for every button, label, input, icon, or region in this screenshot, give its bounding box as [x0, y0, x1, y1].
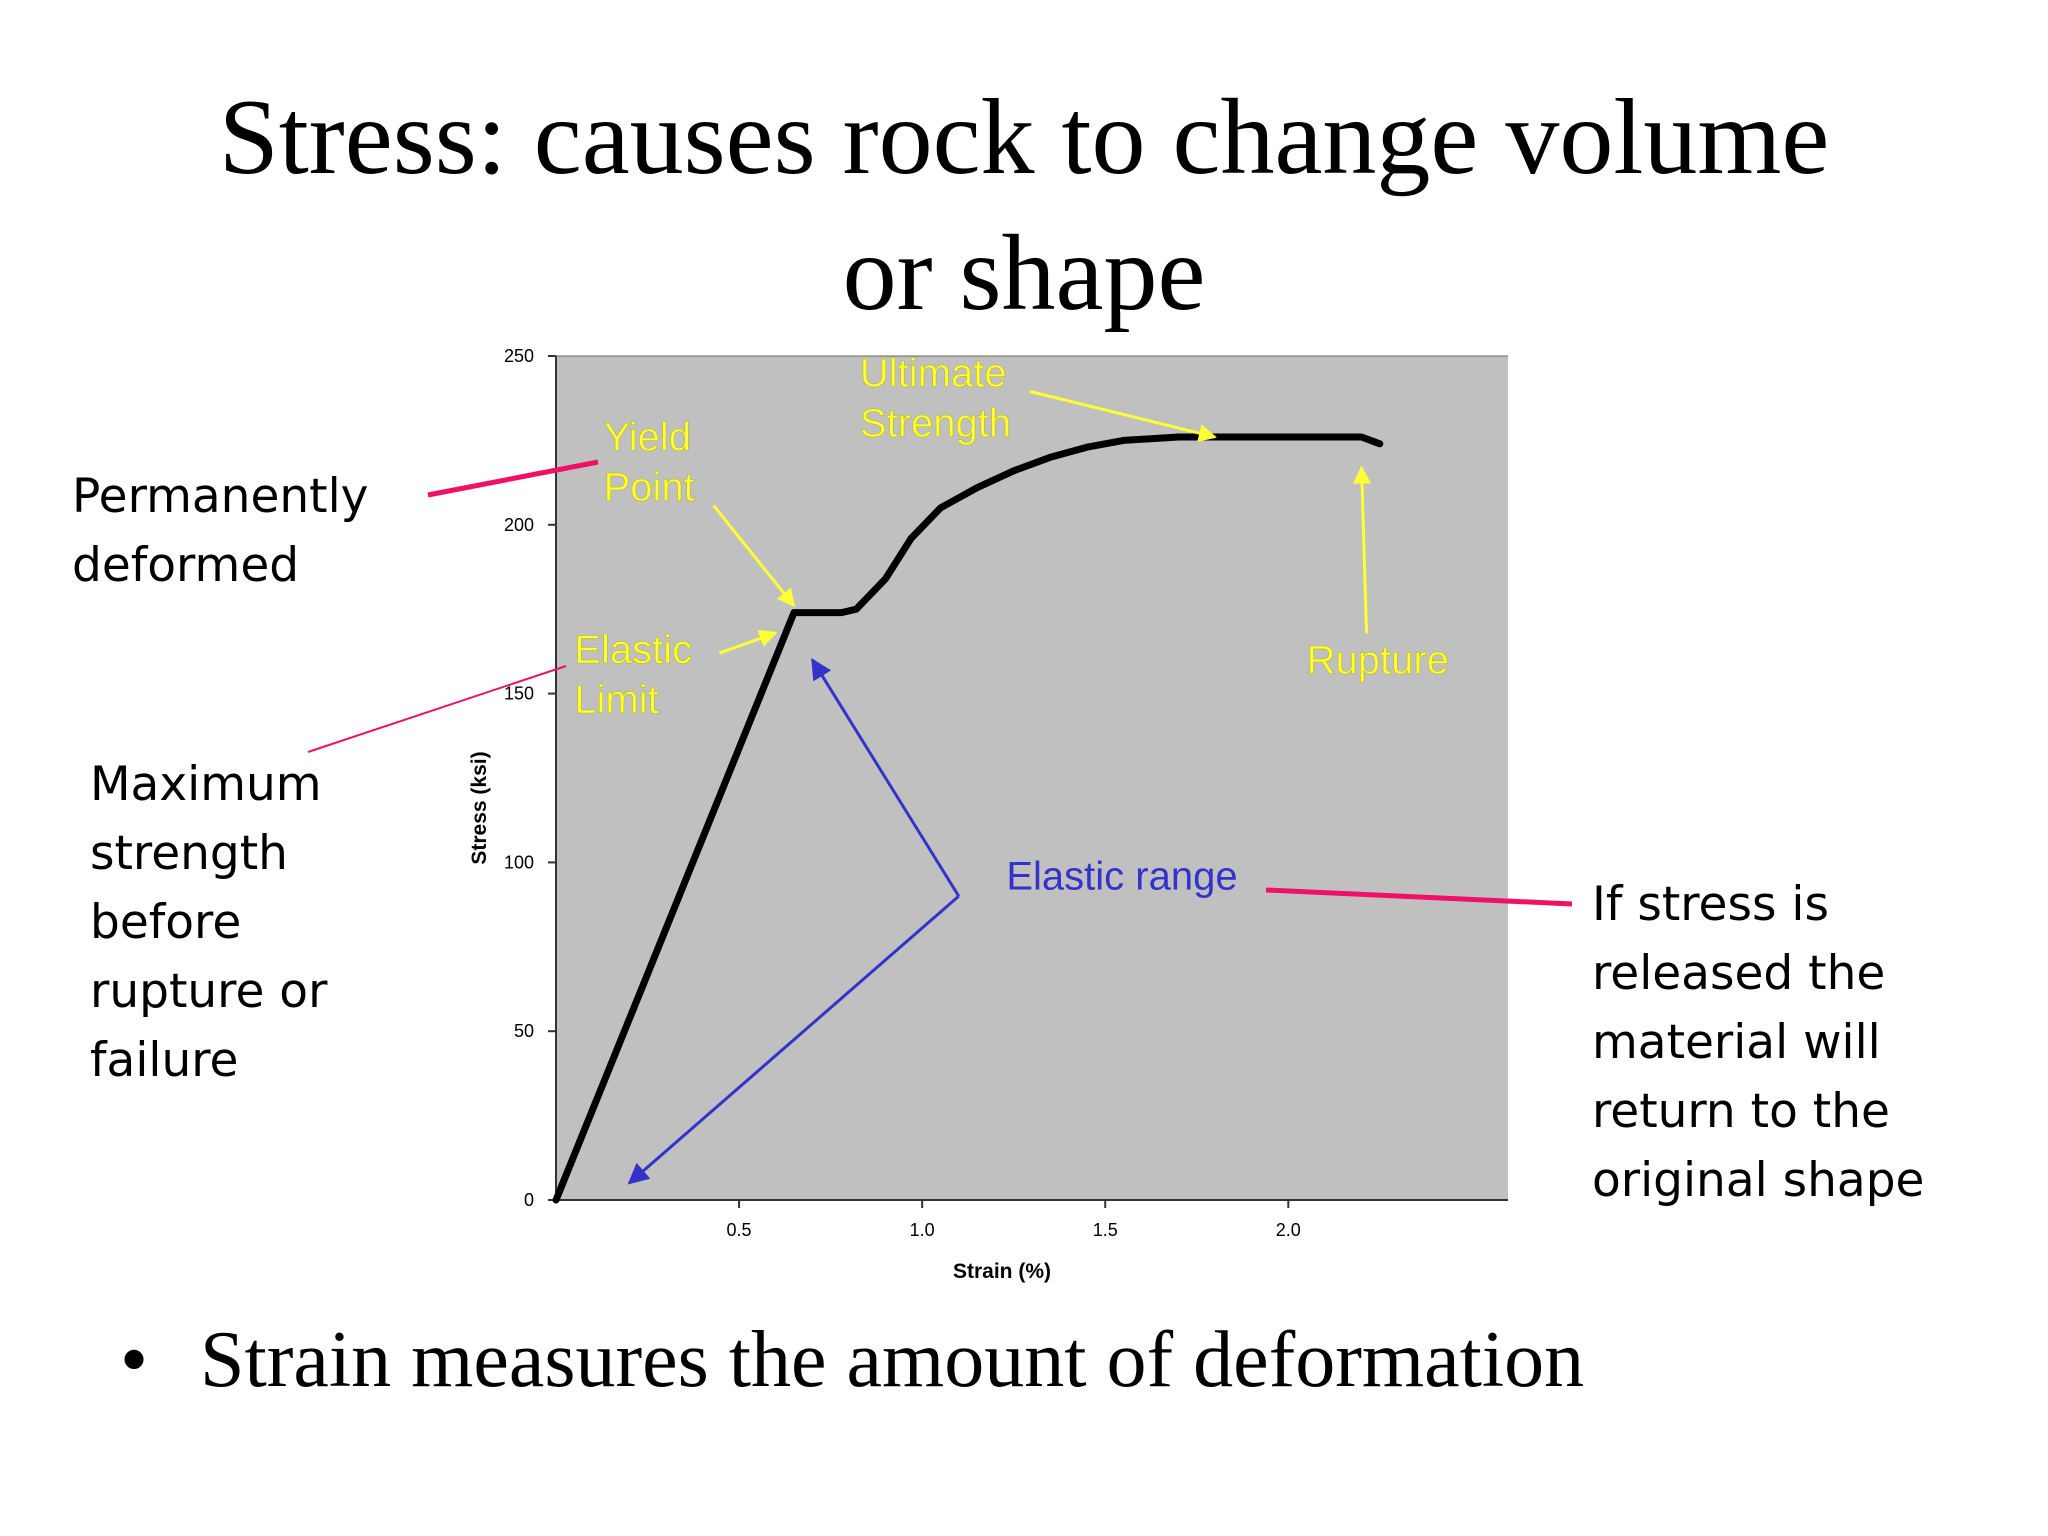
y-tick-label: 250 [504, 346, 534, 366]
plot-area [556, 356, 1508, 1200]
y-tick-label: 50 [514, 1021, 534, 1041]
bullet-point: • Strain measures the amount of deformati… [120, 1315, 1584, 1406]
title-line-2: or shape [842, 214, 1206, 333]
note-line: original shape [1592, 1153, 1925, 1208]
bullet-text: Strain measures the amount of deformatio… [200, 1316, 1585, 1404]
note-line: return to the [1592, 1084, 1890, 1139]
annotation-label: Limit [574, 678, 658, 722]
annotation-label: Yield [604, 416, 691, 460]
note-line: Permanently [72, 469, 369, 524]
note-line: Maximum [90, 757, 322, 812]
annotation-arrow [718, 629, 778, 655]
x-axis-label: Strain (%) [953, 1260, 1051, 1283]
annotation-label: Strength [860, 401, 1011, 445]
annotation-arrow [627, 895, 960, 1185]
note-line: deformed [72, 538, 300, 593]
y-tick-label: 200 [504, 515, 534, 535]
x-tick-label: 0.5 [727, 1220, 752, 1240]
slide-title: Stress: causes rock to change volume or … [0, 70, 2048, 342]
note-line: strength [90, 826, 288, 881]
permanently-deformed-note: Permanently deformed [72, 462, 368, 600]
callout-line-permanently-deformed [427, 459, 599, 498]
y-tick-label: 150 [504, 684, 534, 704]
x-tick-label: 1.5 [1093, 1220, 1118, 1240]
x-tick-label: 2.0 [1276, 1220, 1301, 1240]
note-line: If stress is [1592, 877, 1829, 932]
annotation-label: Rupture [1307, 638, 1449, 682]
annotation-arrow [811, 658, 961, 897]
stress-released-note: If stress is released the material will … [1592, 870, 1924, 1215]
y-tick-label: 100 [504, 852, 534, 872]
maximum-strength-note: Maximum strength before rupture or failu… [90, 750, 327, 1095]
note-line: released the [1592, 946, 1886, 1001]
bullet-icon: • [120, 1316, 149, 1404]
note-line: material will [1592, 1015, 1881, 1070]
annotation-label: Ultimate [860, 351, 1007, 395]
title-line-1: Stress: causes rock to change volume [218, 78, 1830, 197]
annotation-label: Elastic [574, 628, 692, 672]
x-tick-label: 1.0 [910, 1220, 935, 1240]
note-line: failure [90, 1033, 239, 1088]
callout-line-maximum-strength [307, 665, 567, 753]
annotation-label: Point [604, 466, 695, 510]
callout-line-elastic-range [1265, 887, 1573, 907]
note-line: rupture or [90, 964, 328, 1019]
annotation-arrow [1353, 465, 1372, 634]
y-tick-label: 0 [524, 1190, 534, 1210]
annotation-arrow [1029, 389, 1217, 442]
y-axis-label: Stress (ksi) [468, 751, 491, 864]
note-line: before [90, 895, 242, 950]
annotation-arrow [712, 504, 796, 608]
annotation-label: Elastic range [1006, 854, 1237, 898]
stress-strain-curve [552, 433, 1384, 1204]
